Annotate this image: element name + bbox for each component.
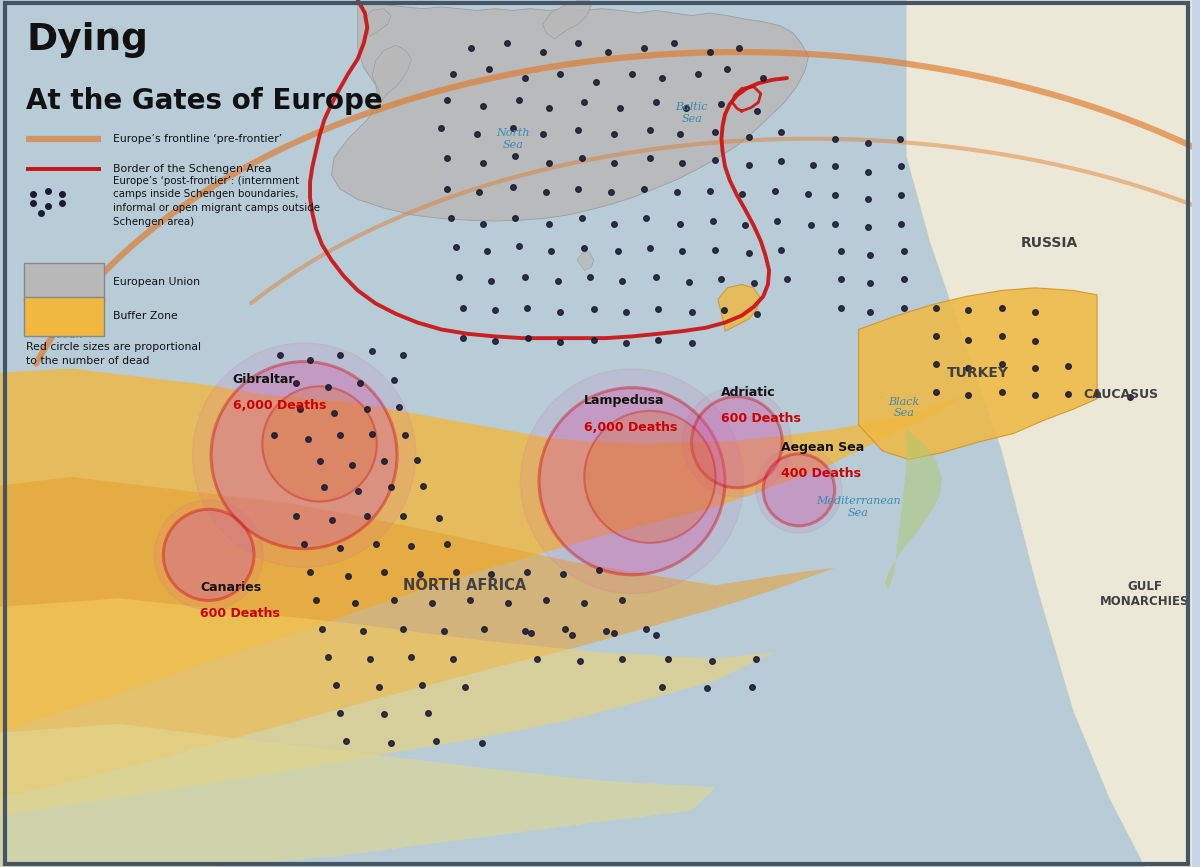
Text: 600 Deaths: 600 Deaths (721, 412, 802, 425)
Ellipse shape (756, 447, 842, 533)
Text: Canaries: Canaries (200, 581, 262, 594)
Ellipse shape (691, 396, 782, 488)
Polygon shape (0, 598, 775, 815)
Polygon shape (0, 477, 835, 798)
Polygon shape (884, 429, 942, 590)
Text: Europe’s ‘post-frontier’: (internment
camps inside Schengen boundaries,
informal: Europe’s ‘post-frontier’: (internment ca… (113, 176, 320, 226)
Polygon shape (577, 251, 594, 271)
Ellipse shape (539, 388, 725, 575)
Ellipse shape (192, 342, 415, 568)
Polygon shape (542, 0, 592, 39)
Text: 600 Deaths: 600 Deaths (200, 607, 281, 620)
Text: Mediterranean
Sea: Mediterranean Sea (816, 497, 901, 518)
Text: Border of the Schengen Area: Border of the Schengen Area (113, 164, 271, 174)
Text: Atlantic
Ocean: Atlantic Ocean (43, 319, 88, 340)
Ellipse shape (683, 388, 791, 497)
FancyBboxPatch shape (24, 297, 103, 336)
Ellipse shape (263, 387, 377, 501)
Text: 6,000 Deaths: 6,000 Deaths (233, 399, 326, 412)
Text: Black
Sea: Black Sea (888, 397, 919, 418)
FancyBboxPatch shape (24, 263, 103, 301)
Ellipse shape (211, 362, 397, 549)
Text: TURKEY: TURKEY (947, 366, 1009, 380)
Text: Buffer Zone: Buffer Zone (113, 311, 178, 322)
Polygon shape (0, 724, 715, 867)
Text: Gibraltar: Gibraltar (233, 373, 295, 386)
Text: Baltic
Sea: Baltic Sea (676, 102, 708, 123)
Text: GULF
MONARCHIES: GULF MONARCHIES (1100, 580, 1189, 608)
Ellipse shape (163, 509, 254, 601)
Text: North
Sea: North Sea (496, 128, 529, 149)
Polygon shape (906, 0, 1193, 867)
Text: NORTH AFRICA: NORTH AFRICA (403, 577, 527, 593)
Text: At the Gates of Europe: At the Gates of Europe (26, 87, 383, 114)
Text: Europe’s frontline ‘pre-frontier’: Europe’s frontline ‘pre-frontier’ (113, 134, 282, 144)
Text: Adriatic: Adriatic (721, 386, 776, 399)
Text: RUSSIA: RUSSIA (1021, 236, 1078, 250)
Ellipse shape (584, 411, 715, 543)
Ellipse shape (155, 500, 263, 610)
Polygon shape (718, 284, 761, 331)
Ellipse shape (763, 453, 835, 526)
Text: Dying: Dying (26, 22, 148, 58)
Text: Aegean Sea: Aegean Sea (781, 441, 864, 454)
Polygon shape (372, 45, 412, 104)
Text: Lampedusa: Lampedusa (584, 394, 665, 407)
Polygon shape (0, 368, 990, 733)
Polygon shape (364, 9, 391, 36)
Ellipse shape (521, 368, 744, 594)
Polygon shape (858, 288, 1097, 460)
Polygon shape (331, 2, 809, 221)
Text: 400 Deaths: 400 Deaths (781, 467, 862, 480)
Text: European Union: European Union (113, 277, 200, 287)
Text: CAUCASUS: CAUCASUS (1084, 388, 1158, 401)
Text: Red circle sizes are proportional
to the number of dead: Red circle sizes are proportional to the… (26, 342, 202, 366)
Text: 6,000 Deaths: 6,000 Deaths (584, 420, 678, 434)
